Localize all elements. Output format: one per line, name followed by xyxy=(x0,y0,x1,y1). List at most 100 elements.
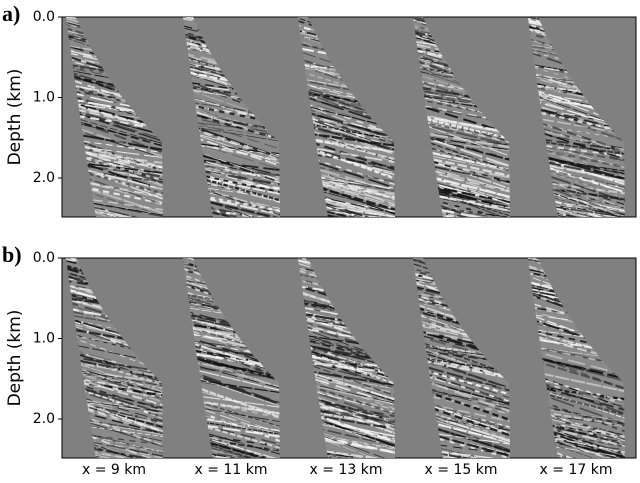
reflector xyxy=(528,189,625,217)
reflector xyxy=(298,118,395,155)
reflector xyxy=(61,218,171,237)
reflector xyxy=(183,169,280,205)
reflector xyxy=(298,214,395,217)
reflector xyxy=(183,140,280,156)
reflector xyxy=(66,382,163,411)
reflector xyxy=(183,400,280,439)
reflector xyxy=(528,344,625,362)
reflector xyxy=(183,325,280,366)
panel: 0.0 1.0 2.0 Depth (km) b) xyxy=(2,242,637,459)
reflector xyxy=(413,53,510,89)
reflector xyxy=(298,113,395,146)
reflector xyxy=(183,338,280,360)
reflector xyxy=(183,338,280,374)
reflector xyxy=(298,215,395,217)
reflector xyxy=(298,213,395,217)
reflector xyxy=(298,445,395,458)
y-tick-label: 2.0 xyxy=(33,411,55,427)
reflector xyxy=(183,128,280,167)
reflector xyxy=(298,347,395,388)
reflector xyxy=(413,409,510,433)
reflector xyxy=(413,429,510,458)
reflector xyxy=(413,129,510,150)
y-tick-label: 1.0 xyxy=(33,90,55,106)
reflector xyxy=(528,328,625,360)
reflector xyxy=(528,394,625,436)
reflector xyxy=(413,215,510,217)
y-tick-label: 0.0 xyxy=(33,9,55,25)
reflector xyxy=(413,184,510,212)
reflector xyxy=(528,192,625,217)
reflector xyxy=(66,369,163,411)
reflector xyxy=(298,385,395,413)
reflector xyxy=(183,353,280,390)
reflector xyxy=(66,73,163,97)
reflector xyxy=(183,145,280,187)
reflector xyxy=(293,222,403,237)
reflector xyxy=(66,75,163,115)
reflector xyxy=(528,337,625,354)
reflector xyxy=(66,333,163,352)
reflector xyxy=(528,332,625,364)
reflector xyxy=(183,101,280,127)
reflector xyxy=(413,331,510,360)
reflector xyxy=(528,425,625,457)
reflector xyxy=(66,432,163,458)
reflector xyxy=(528,407,625,429)
reflector xyxy=(298,215,395,217)
reflector xyxy=(298,448,395,458)
reflector xyxy=(413,215,510,217)
reflector xyxy=(183,165,280,188)
reflector xyxy=(183,339,280,382)
reflector xyxy=(66,407,163,450)
reflector xyxy=(66,212,163,217)
reflector xyxy=(66,146,163,171)
reflector xyxy=(298,87,395,123)
reflector xyxy=(61,221,171,250)
reflector xyxy=(298,216,395,217)
reflector xyxy=(413,187,510,212)
y-tick-label: 2.0 xyxy=(33,170,55,186)
x-label: x = 17 km xyxy=(540,462,613,478)
reflector xyxy=(413,162,510,195)
reflector xyxy=(413,151,510,174)
reflector xyxy=(413,87,510,109)
reflector xyxy=(66,100,163,133)
reflector xyxy=(298,152,395,188)
reflector xyxy=(413,154,510,186)
reflector xyxy=(298,174,395,210)
panel: 0.0 1.0 2.0 Depth (km) a) xyxy=(2,1,637,258)
reflector xyxy=(528,412,625,440)
reflector xyxy=(413,411,510,447)
reflector xyxy=(523,219,633,241)
reflector xyxy=(66,331,163,360)
reflector xyxy=(66,341,163,366)
reflector xyxy=(298,346,395,387)
reflector xyxy=(183,154,280,194)
reflector xyxy=(528,87,625,128)
reflector xyxy=(298,97,395,134)
reflector xyxy=(523,221,633,244)
reflector xyxy=(183,398,280,416)
reflector xyxy=(298,211,395,217)
reflector xyxy=(298,430,395,451)
reflector xyxy=(298,169,395,194)
reflector xyxy=(413,94,510,112)
reflector xyxy=(523,222,633,237)
reflector xyxy=(528,425,625,458)
reflector xyxy=(183,216,280,217)
reflector xyxy=(298,189,395,217)
reflector xyxy=(183,32,280,71)
reflector xyxy=(298,358,395,400)
reflector xyxy=(528,415,625,446)
reflector xyxy=(66,214,163,217)
reflector xyxy=(298,150,395,170)
reflector xyxy=(408,220,518,258)
panel-label: b) xyxy=(2,242,22,267)
reflector xyxy=(66,113,163,147)
reflector xyxy=(523,220,633,249)
reflector xyxy=(66,438,163,454)
reflector xyxy=(66,199,163,217)
reflector xyxy=(298,81,395,107)
